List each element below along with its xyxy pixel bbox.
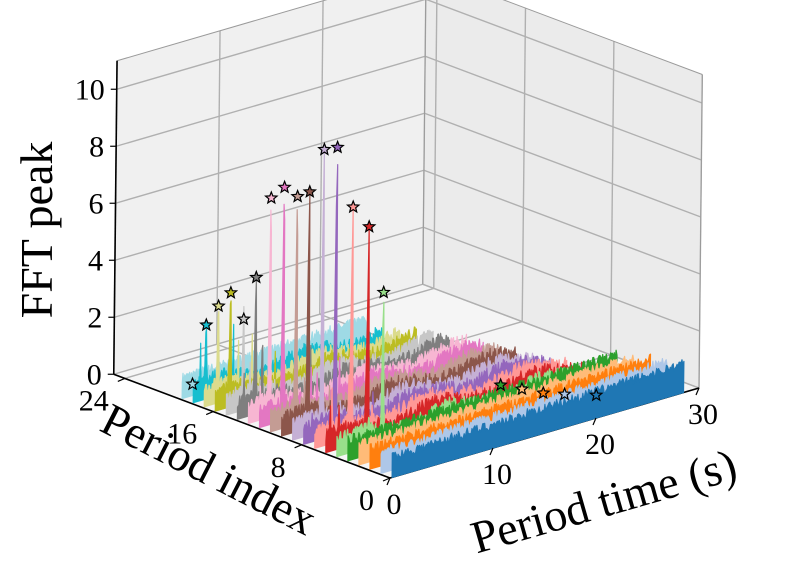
z-tick-label: 8 xyxy=(89,130,104,163)
peak-marker-1 xyxy=(557,386,572,401)
peak-marker-8 xyxy=(330,139,345,154)
grid-lines xyxy=(112,0,703,479)
grid-line xyxy=(216,30,221,345)
z-tick-label: 10 xyxy=(75,73,105,106)
x-tick-mark xyxy=(695,387,700,396)
z-tick-label: 2 xyxy=(87,301,102,334)
grid-line xyxy=(425,0,703,104)
grid-line xyxy=(115,112,425,204)
grid-line xyxy=(424,55,702,161)
y-tick-label: 16 xyxy=(167,418,197,451)
grid-line xyxy=(124,287,434,380)
grid-line xyxy=(114,226,424,318)
peak-marker-11 xyxy=(290,188,305,203)
x-tick-label: 10 xyxy=(482,458,512,491)
x-tick-mark xyxy=(592,417,597,426)
series-8-area xyxy=(303,164,551,445)
x-tick-mark xyxy=(386,477,391,486)
peak-marker-10 xyxy=(302,184,318,199)
peak-marker-6 xyxy=(361,219,377,233)
side-pane xyxy=(422,0,703,388)
peak-marker-13 xyxy=(264,190,279,205)
peak-marker-17 xyxy=(211,298,226,313)
y-tick-label: 24 xyxy=(79,384,109,417)
peak-marker-5 xyxy=(376,284,391,299)
grid-line xyxy=(319,0,324,315)
z-tick-label: 0 xyxy=(87,358,102,391)
y-tick-label: 0 xyxy=(359,484,374,517)
pane-edge xyxy=(116,0,328,62)
y-tick-label: 8 xyxy=(271,451,286,484)
pane-edge xyxy=(502,0,703,75)
grid-line xyxy=(423,169,701,275)
back-pane xyxy=(113,0,426,375)
y-tick-mark xyxy=(382,477,391,482)
peak-marker-3 xyxy=(514,381,530,396)
peak-marker-4 xyxy=(493,377,508,392)
peak-marker-7 xyxy=(345,199,361,214)
peak-marker-12 xyxy=(277,179,292,194)
grid-line xyxy=(423,226,700,332)
grid-line xyxy=(609,41,615,355)
pane-edge xyxy=(698,74,703,389)
grid-line xyxy=(116,0,426,90)
x-tick-label: 20 xyxy=(585,428,615,461)
grid-line xyxy=(114,169,425,261)
grid-line xyxy=(424,112,702,218)
grid-line xyxy=(521,8,527,322)
pane-edge xyxy=(422,0,427,285)
y-axis-line xyxy=(113,373,391,479)
peak-marker-18 xyxy=(199,317,214,332)
x-tick-label: 0 xyxy=(387,488,402,521)
z-tick-label: 6 xyxy=(89,187,104,220)
z-axis-line xyxy=(112,60,118,375)
grid-line xyxy=(115,55,426,147)
peak-marker-16 xyxy=(223,285,239,300)
series-0-area xyxy=(391,359,685,478)
peak-marker-9 xyxy=(317,141,332,156)
y-tick-mark xyxy=(117,377,126,382)
x-tick-mark xyxy=(489,447,494,456)
peak-marker-19 xyxy=(185,376,200,391)
peak-markers xyxy=(185,139,604,402)
peak-marker-14 xyxy=(249,269,264,284)
peak-marker-0 xyxy=(588,387,604,402)
z-tick-label: 4 xyxy=(88,244,103,277)
x-tick-label: 30 xyxy=(688,398,718,431)
peak-marker-2 xyxy=(536,385,551,400)
grid-line xyxy=(433,0,438,289)
z-axis-title: FFT peak xyxy=(11,142,62,319)
peak-marker-15 xyxy=(236,311,252,326)
y-tick-mark xyxy=(294,444,302,449)
y-tick-mark xyxy=(205,411,214,416)
